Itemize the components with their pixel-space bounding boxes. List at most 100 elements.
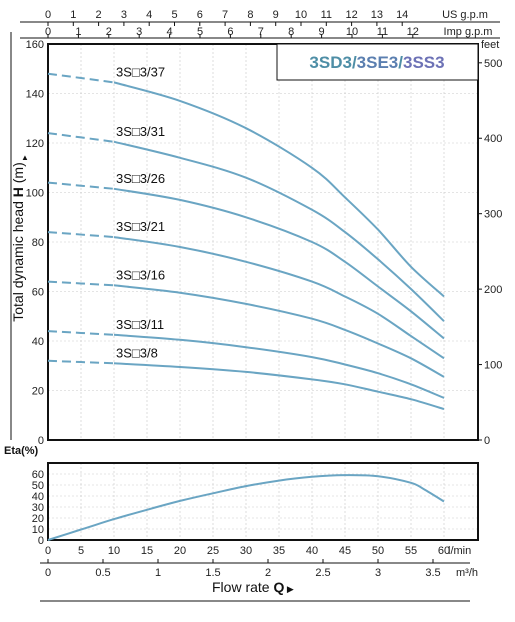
imp-gpm-tick-label: 7 — [258, 26, 264, 38]
model-title-part: 3SS3 — [403, 53, 445, 72]
m3h-tick-label: 3 — [375, 567, 381, 579]
head-axis-label-text: Total dynamic head — [10, 197, 26, 322]
m3h-axis: 0 0.5 1 1.5 2 2.5 3 3.5 m³/h — [40, 559, 478, 579]
eta-tick-label: 60 — [32, 469, 44, 481]
m3h-tick-label: 0.5 — [95, 567, 110, 579]
imp-gpm-tick-label: 5 — [197, 26, 203, 38]
m3h-axis-unit: m³/h — [456, 567, 478, 579]
us-gpm-tick-label: 8 — [247, 9, 253, 21]
lpm-tick-label: 55 — [405, 545, 417, 557]
us-gpm-tick-label: 0 — [45, 9, 51, 21]
head-axis-label-symbol: H — [10, 187, 26, 197]
eta-tick-label: 20 — [32, 513, 44, 525]
flow-rate-axis-label-text: Flow rate — [212, 579, 273, 595]
model-title: 3SD3/3SE3/3SS3 — [309, 53, 444, 72]
m3h-tick-label: 0 — [45, 567, 51, 579]
head-tick-label: 120 — [26, 138, 44, 150]
head-curve-dashed-segment — [47, 280, 115, 287]
lpm-tick-label: 35 — [273, 545, 285, 557]
us-gpm-tick-label: 9 — [273, 9, 279, 21]
imp-gpm-tick-label: 2 — [106, 26, 112, 38]
head-curve-dashed-segment — [47, 72, 115, 84]
head-curve-3: 3S□3/26 — [47, 171, 445, 340]
head-curve-line — [113, 284, 445, 378]
lpm-axis-unit: l/min — [448, 545, 471, 557]
head-curve-6: 3S□3/11 — [47, 317, 445, 399]
model-title-part: / — [398, 53, 403, 72]
eta-tick-label: 10 — [32, 524, 44, 536]
lpm-tick-label: 45 — [339, 545, 351, 557]
head-curve-line — [113, 140, 445, 322]
lpm-tick-label: 10 — [108, 545, 120, 557]
imp-gpm-tick-label: 8 — [288, 26, 294, 38]
head-curve-line — [113, 333, 445, 399]
lpm-tick-label: 25 — [207, 545, 219, 557]
imp-gpm-tick-label: 12 — [407, 26, 419, 38]
flow-rate-axis-label-symbol: Q — [273, 579, 284, 595]
eta-tick-label: 0 — [38, 535, 44, 547]
model-title-part: 3SE3 — [357, 53, 399, 72]
us-gpm-tick-label: 3 — [121, 9, 127, 21]
imp-gpm-axis-label: Imp g.p.m — [444, 26, 493, 38]
eta-tick-label: 30 — [32, 502, 44, 514]
head-tick-label: 80 — [32, 237, 44, 249]
lpm-tick-label: 5 — [78, 545, 84, 557]
model-title-box: 3SD3/3SE3/3SS3 — [276, 43, 479, 81]
us-gpm-tick-label: 10 — [295, 9, 307, 21]
head-curve-line — [113, 236, 445, 360]
head-curve-dashed-segment — [47, 181, 115, 190]
m3h-tick-label: 1.5 — [205, 567, 220, 579]
lpm-tick-label: 60 — [438, 545, 450, 557]
head-tick-label: 20 — [32, 386, 44, 398]
us-gpm-tick-label: 12 — [345, 9, 357, 21]
head-curve-line — [113, 187, 445, 340]
imp-gpm-tick-label: 4 — [167, 26, 173, 38]
head-tick-label: 40 — [32, 336, 44, 348]
head-curve-2: 3S□3/31 — [47, 124, 445, 322]
head-tick-label: 160 — [26, 39, 44, 51]
head-curve-7: 3S□3/8 — [47, 345, 445, 411]
head-curve-5: 3S□3/16 — [47, 267, 445, 378]
top-flow-axes: 0 1 2 3 4 5 6 7 8 9 10 11 12 13 14 US g.p.m0 1 2 3 4 5 6 7 8 9 10… — [20, 9, 500, 39]
head-curve-dashed-segment — [47, 231, 115, 239]
head-curve-label: 3S□3/11 — [116, 317, 164, 332]
head-curve-label: 3S□3/37 — [116, 64, 165, 79]
m3h-tick-label: 2 — [265, 567, 271, 579]
head-plot-frame — [47, 43, 479, 441]
imp-gpm-tick-label: 9 — [319, 26, 325, 38]
head-curve-label: 3S□3/26 — [116, 171, 165, 186]
head-curve-line — [113, 81, 445, 298]
us-gpm-tick-label: 6 — [197, 9, 203, 21]
imp-gpm-tick-label: 10 — [346, 26, 358, 38]
feet-tick-label: 200 — [484, 284, 502, 296]
head-tick-label: 140 — [26, 89, 44, 101]
head-curve-line — [113, 362, 445, 411]
lpm-tick-label: 40 — [306, 545, 318, 557]
flow-rate-arrow-icon: ▶ — [284, 584, 294, 594]
us-gpm-tick-label: 5 — [171, 9, 177, 21]
m3h-tick-label: 1 — [155, 567, 161, 579]
lpm-tick-label: 15 — [141, 545, 153, 557]
head-axis-label: Total dynamic head H (m) — [10, 162, 26, 322]
us-gpm-tick-label: 4 — [146, 9, 152, 21]
head-curve-label: 3S□3/8 — [116, 345, 158, 360]
model-title-part: 3SD3 — [309, 53, 352, 72]
imp-gpm-tick-label: 3 — [136, 26, 142, 38]
head-panel: 0 20 40 60 80 100 120 140 160 Total dynamic head … — [10, 32, 502, 447]
feet-tick-label: 0 — [484, 435, 490, 447]
efficiency-axis-label: Eta(%) — [4, 445, 39, 457]
flow-rate-label-group: Flow rate Q ▶ — [40, 579, 470, 602]
feet-tick-label: 500 — [484, 58, 502, 70]
us-gpm-tick-label: 13 — [371, 9, 383, 21]
head-curve-1: 3S□3/37 — [47, 64, 445, 298]
head-curve-dashed-segment — [47, 132, 115, 143]
head-tick-label: 100 — [26, 188, 44, 200]
head-axis-label-unit: (m) — [10, 162, 26, 187]
lpm-tick-label: 50 — [372, 545, 384, 557]
us-gpm-axis-label: US g.p.m — [442, 9, 488, 21]
us-gpm-tick-label: 2 — [96, 9, 102, 21]
head-axis-arrow-icon: ▲ — [21, 153, 29, 162]
feet-tick-label: 300 — [484, 209, 502, 221]
feet-tick-label: 400 — [484, 133, 502, 145]
